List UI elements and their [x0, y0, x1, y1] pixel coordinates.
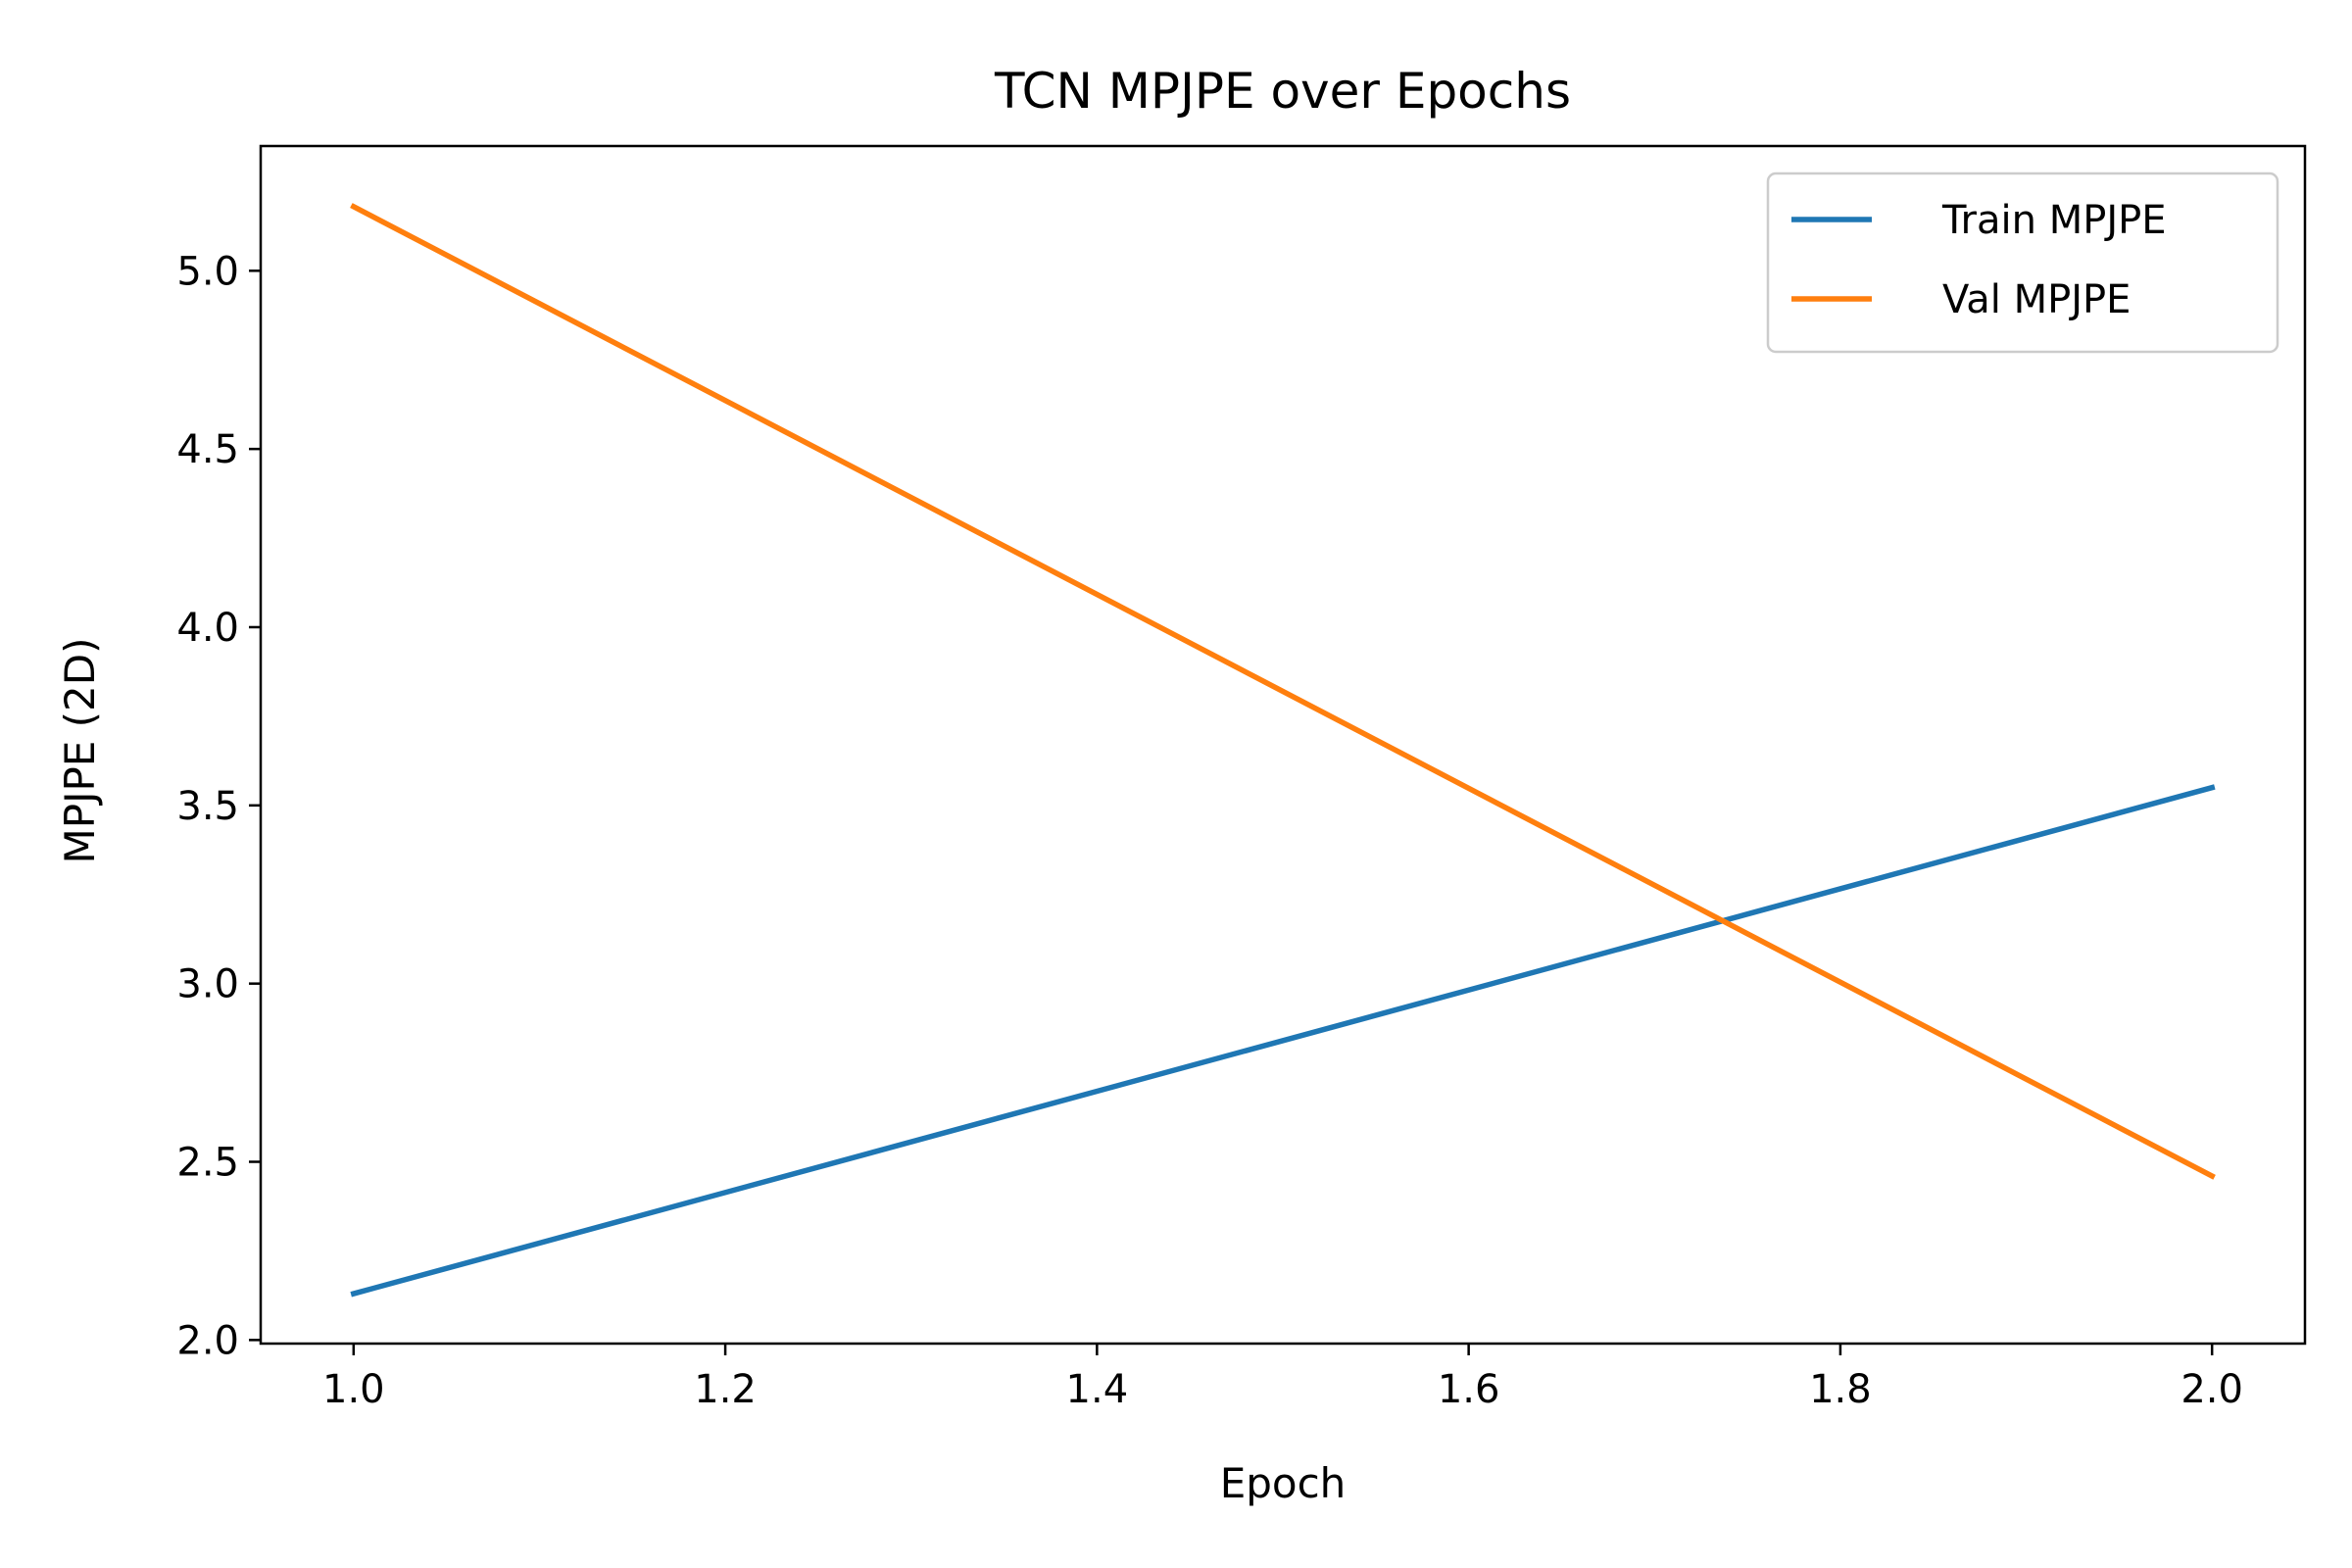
- y-tick-label: 2.5: [176, 1141, 239, 1186]
- series-line-val-mpjpe: [350, 203, 2216, 1180]
- y-axis-ticks: 2.0 2.5 3.0 3.5 4.0 4.5 5.0: [176, 249, 261, 1363]
- y-tick-label: 3.5: [176, 784, 239, 829]
- y-tick-label: 5.0: [176, 249, 239, 294]
- x-axis-ticks: 1.0 1.2 1.4 1.6 1.8 2.0: [322, 1344, 2243, 1412]
- chart-title: TCN MPJPE over Epochs: [994, 63, 1571, 120]
- x-tick-label: 1.4: [1066, 1367, 1129, 1412]
- legend-box: [1766, 172, 2279, 354]
- series-line-train-mpjpe: [350, 784, 2216, 1298]
- plot-frame: [259, 144, 2307, 1346]
- x-tick-label: 1.2: [694, 1367, 757, 1412]
- y-tick-label: 4.5: [176, 427, 239, 472]
- x-tick-label: 1.0: [322, 1367, 385, 1412]
- y-tick-label: 3.0: [176, 962, 239, 1007]
- x-tick-label: 1.8: [1809, 1367, 1872, 1412]
- x-tick-label: 2.0: [2180, 1367, 2243, 1412]
- x-tick-label: 1.6: [1438, 1367, 1500, 1412]
- x-axis-title: Epoch: [1220, 1459, 1347, 1507]
- legend: Train MPJPE Val MPJPE: [1766, 172, 2279, 354]
- y-tick-label: 4.0: [176, 606, 239, 651]
- plot-area: [350, 203, 2216, 1298]
- y-tick-label: 2.0: [176, 1318, 239, 1363]
- legend-label: Train MPJPE: [1941, 198, 2167, 243]
- y-axis-title: MPJPE (2D): [56, 638, 104, 864]
- legend-label: Val MPJPE: [1942, 277, 2131, 322]
